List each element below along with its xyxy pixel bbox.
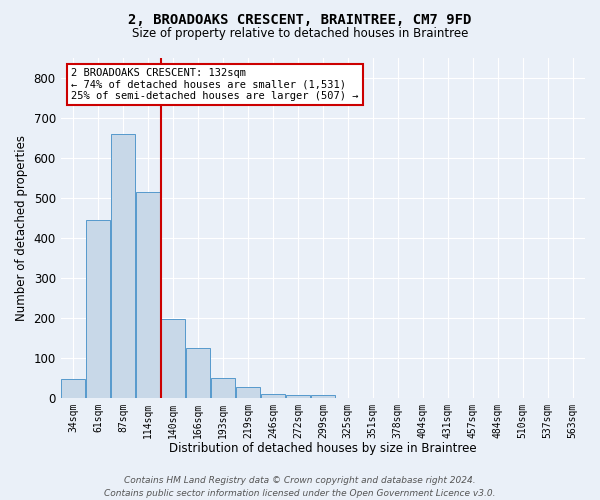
Text: Contains HM Land Registry data © Crown copyright and database right 2024.
Contai: Contains HM Land Registry data © Crown c… (104, 476, 496, 498)
Bar (236, 387, 260, 398)
Bar (136, 192, 160, 398)
Bar (161, 319, 185, 398)
Bar (286, 395, 310, 398)
Text: Size of property relative to detached houses in Braintree: Size of property relative to detached ho… (132, 28, 468, 40)
Bar (261, 394, 285, 398)
Bar (111, 134, 135, 398)
Text: 2, BROADOAKS CRESCENT, BRAINTREE, CM7 9FD: 2, BROADOAKS CRESCENT, BRAINTREE, CM7 9F… (128, 12, 472, 26)
Bar (86, 220, 110, 398)
X-axis label: Distribution of detached houses by size in Braintree: Distribution of detached houses by size … (169, 442, 476, 455)
Bar (311, 394, 335, 398)
Bar (61, 379, 85, 398)
Text: 2 BROADOAKS CRESCENT: 132sqm
← 74% of detached houses are smaller (1,531)
25% of: 2 BROADOAKS CRESCENT: 132sqm ← 74% of de… (71, 68, 359, 101)
Bar (186, 348, 210, 398)
Bar (211, 378, 235, 398)
Y-axis label: Number of detached properties: Number of detached properties (15, 134, 28, 320)
